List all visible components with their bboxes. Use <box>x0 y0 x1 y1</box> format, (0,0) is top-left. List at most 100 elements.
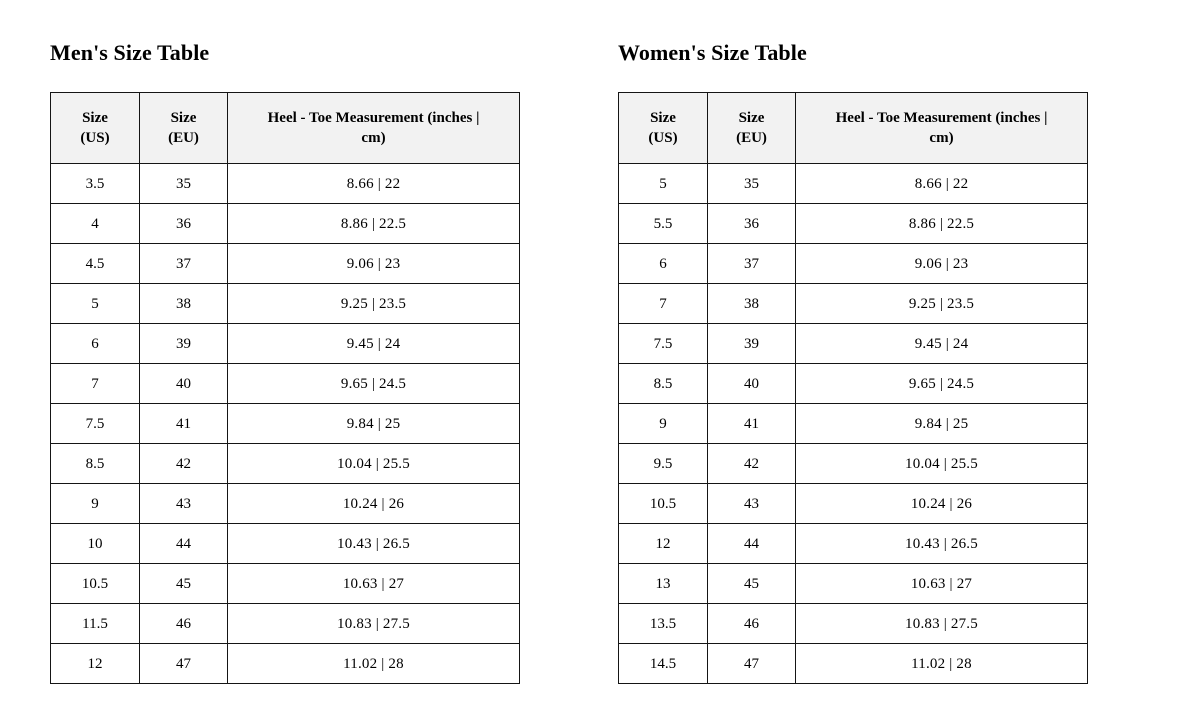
cell-size-us: 14.5 <box>618 643 708 684</box>
column-header-heel-toe-measurement: Heel - Toe Measurement (inches | cm) <box>795 92 1088 164</box>
cell-heel-toe-measurement: 9.84 | 25 <box>795 403 1088 444</box>
cell-size-us: 12 <box>618 523 708 564</box>
cell-heel-toe-measurement: 10.83 | 27.5 <box>795 603 1088 644</box>
cell-heel-toe-measurement: 9.84 | 25 <box>227 403 520 444</box>
cell-size-eu: 36 <box>707 203 796 244</box>
womens-size-table-title: Women's Size Table <box>618 40 807 65</box>
cell-size-eu: 39 <box>707 323 796 364</box>
cell-size-us: 10 <box>50 523 140 564</box>
table-row: 4 36 8.86 | 22.5 <box>50 203 520 244</box>
column-header-size-eu: Size (EU) <box>139 92 228 164</box>
size-tables-container: Men's Size Table Size (US) Size <box>0 0 1200 684</box>
cell-heel-toe-measurement: 10.24 | 26 <box>795 483 1088 524</box>
womens-size-table: Size (US) Size (EU) Heel - Toe Measureme… <box>618 92 1088 684</box>
table-row: 8.5 42 10.04 | 25.5 <box>50 443 520 484</box>
cell-heel-toe-measurement: 10.83 | 27.5 <box>227 603 520 644</box>
cell-size-eu: 41 <box>139 403 228 444</box>
table-row: 10.5 43 10.24 | 26 <box>618 483 1088 524</box>
cell-heel-toe-measurement: 9.45 | 24 <box>795 323 1088 364</box>
cell-heel-toe-measurement: 10.63 | 27 <box>795 563 1088 604</box>
cell-size-eu: 44 <box>139 523 228 564</box>
cell-size-eu: 35 <box>707 163 796 204</box>
cell-size-eu: 39 <box>139 323 228 364</box>
table-header-row: Size (US) Size (EU) Heel - Toe Measureme… <box>50 92 520 164</box>
column-header-measurement-line1: Heel - Toe Measurement (inches | <box>267 110 480 126</box>
cell-size-us: 6 <box>618 243 708 284</box>
cell-heel-toe-measurement: 9.25 | 23.5 <box>227 283 520 324</box>
cell-size-eu: 43 <box>707 483 796 524</box>
cell-size-us: 9.5 <box>618 443 708 484</box>
cell-size-eu: 40 <box>707 363 796 404</box>
mens-table-header: Size (US) Size (EU) Heel - Toe Measureme… <box>50 92 520 164</box>
cell-size-eu: 41 <box>707 403 796 444</box>
table-row: 13 45 10.63 | 27 <box>618 563 1088 604</box>
womens-size-table-block: Women's Size Table Size (US) Size <box>618 0 1200 684</box>
table-row: 4.5 37 9.06 | 23 <box>50 243 520 284</box>
column-header-size-eu-line1: Size <box>738 110 765 126</box>
table-row: 7 38 9.25 | 23.5 <box>618 283 1088 324</box>
cell-heel-toe-measurement: 8.66 | 22 <box>795 163 1088 204</box>
cell-size-eu: 45 <box>707 563 796 604</box>
table-row: 6 39 9.45 | 24 <box>50 323 520 364</box>
table-header-row: Size (US) Size (EU) Heel - Toe Measureme… <box>618 92 1088 164</box>
cell-size-us: 4.5 <box>50 243 140 284</box>
cell-size-eu: 43 <box>139 483 228 524</box>
column-header-size-us: Size (US) <box>50 92 140 164</box>
mens-size-table-block: Men's Size Table Size (US) Size <box>0 0 618 684</box>
cell-size-us: 9 <box>50 483 140 524</box>
womens-table-header: Size (US) Size (EU) Heel - Toe Measureme… <box>618 92 1088 164</box>
table-row: 8.5 40 9.65 | 24.5 <box>618 363 1088 404</box>
cell-heel-toe-measurement: 9.65 | 24.5 <box>795 363 1088 404</box>
table-row: 12 44 10.43 | 26.5 <box>618 523 1088 564</box>
table-row: 5.5 36 8.86 | 22.5 <box>618 203 1088 244</box>
cell-size-us: 7 <box>618 283 708 324</box>
table-row: 3.5 35 8.66 | 22 <box>50 163 520 204</box>
cell-heel-toe-measurement: 8.86 | 22.5 <box>795 203 1088 244</box>
table-row: 10.5 45 10.63 | 27 <box>50 563 520 604</box>
cell-heel-toe-measurement: 11.02 | 28 <box>795 643 1088 684</box>
cell-heel-toe-measurement: 11.02 | 28 <box>227 643 520 684</box>
column-header-size-us-line1: Size <box>650 110 676 126</box>
cell-size-eu: 38 <box>707 283 796 324</box>
cell-size-us: 4 <box>50 203 140 244</box>
cell-size-us: 7 <box>50 363 140 404</box>
cell-heel-toe-measurement: 10.43 | 26.5 <box>795 523 1088 564</box>
cell-heel-toe-measurement: 10.43 | 26.5 <box>227 523 520 564</box>
column-header-size-eu: Size (EU) <box>707 92 796 164</box>
table-row: 7 40 9.65 | 24.5 <box>50 363 520 404</box>
table-row: 9.5 42 10.04 | 25.5 <box>618 443 1088 484</box>
cell-size-us: 9 <box>618 403 708 444</box>
mens-size-table: Size (US) Size (EU) Heel - Toe Measureme… <box>50 92 520 684</box>
cell-size-us: 10.5 <box>50 563 140 604</box>
cell-heel-toe-measurement: 10.04 | 25.5 <box>795 443 1088 484</box>
table-row: 9 43 10.24 | 26 <box>50 483 520 524</box>
cell-heel-toe-measurement: 9.06 | 23 <box>227 243 520 284</box>
cell-size-eu: 35 <box>139 163 228 204</box>
cell-heel-toe-measurement: 10.04 | 25.5 <box>227 443 520 484</box>
cell-size-eu: 37 <box>707 243 796 284</box>
column-header-measurement-line2: cm) <box>929 130 954 146</box>
cell-size-us: 13.5 <box>618 603 708 644</box>
cell-size-us: 6 <box>50 323 140 364</box>
cell-heel-toe-measurement: 8.66 | 22 <box>227 163 520 204</box>
cell-size-us: 7.5 <box>618 323 708 364</box>
cell-size-us: 8.5 <box>50 443 140 484</box>
column-header-size-eu-line2: (EU) <box>168 130 199 146</box>
table-row: 12 47 11.02 | 28 <box>50 643 520 684</box>
column-header-heel-toe-measurement: Heel - Toe Measurement (inches | cm) <box>227 92 520 164</box>
cell-size-eu: 44 <box>707 523 796 564</box>
cell-heel-toe-measurement: 10.24 | 26 <box>227 483 520 524</box>
column-header-size-us-line2: (US) <box>80 130 110 146</box>
mens-size-table-title: Men's Size Table <box>50 40 210 65</box>
column-header-size-us-line1: Size <box>82 110 108 126</box>
column-header-size-eu-line2: (EU) <box>736 130 767 146</box>
cell-heel-toe-measurement: 9.45 | 24 <box>227 323 520 364</box>
table-row: 5 38 9.25 | 23.5 <box>50 283 520 324</box>
table-row: 5 35 8.66 | 22 <box>618 163 1088 204</box>
cell-size-eu: 36 <box>139 203 228 244</box>
cell-size-us: 13 <box>618 563 708 604</box>
cell-size-eu: 37 <box>139 243 228 284</box>
cell-size-eu: 42 <box>139 443 228 484</box>
cell-size-us: 7.5 <box>50 403 140 444</box>
cell-size-eu: 40 <box>139 363 228 404</box>
